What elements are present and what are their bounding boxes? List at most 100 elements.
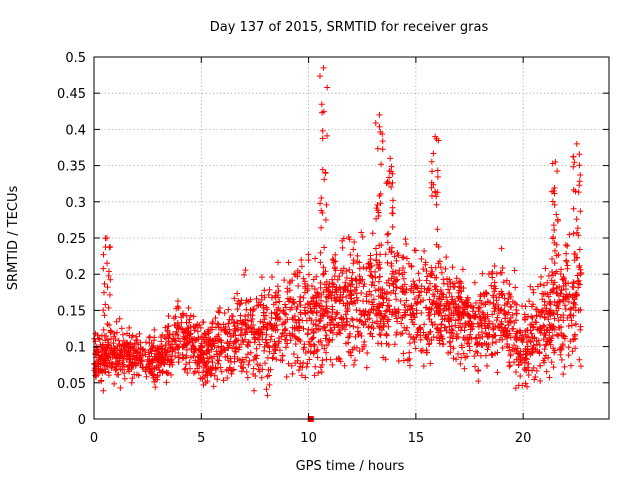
data-point — [425, 309, 432, 316]
data-point — [557, 351, 564, 358]
data-point — [157, 354, 164, 361]
data-point — [430, 300, 437, 307]
data-point — [429, 321, 436, 328]
data-point — [478, 300, 485, 307]
data-point — [113, 318, 120, 325]
data-point — [247, 349, 254, 356]
data-point — [115, 360, 122, 367]
data-point — [536, 342, 543, 349]
data-point — [539, 307, 546, 314]
data-point — [417, 332, 424, 339]
data-point — [381, 320, 388, 327]
data-point — [378, 293, 385, 300]
data-point — [228, 333, 235, 340]
data-point — [524, 383, 531, 390]
data-point — [197, 342, 204, 349]
data-point — [552, 158, 559, 165]
data-point — [433, 305, 440, 312]
data-point — [300, 359, 307, 366]
data-point — [320, 271, 327, 278]
data-point — [524, 327, 531, 334]
data-point — [184, 332, 191, 339]
data-point — [242, 267, 249, 274]
data-point — [562, 306, 569, 313]
data-point — [401, 281, 408, 288]
data-point — [363, 364, 370, 371]
data-point — [159, 357, 166, 364]
data-point — [442, 265, 449, 272]
data-point — [443, 254, 450, 261]
data-point — [427, 360, 434, 367]
data-point — [298, 263, 305, 270]
data-point — [194, 365, 201, 372]
data-point — [426, 340, 433, 347]
data-point — [562, 280, 569, 287]
data-point — [104, 336, 111, 343]
data-point — [271, 338, 278, 345]
data-point — [497, 327, 504, 334]
data-point — [414, 329, 421, 336]
data-point — [485, 271, 492, 278]
data-point — [426, 306, 433, 313]
data-point — [279, 352, 286, 359]
data-point — [263, 339, 270, 346]
data-point — [359, 276, 366, 283]
data-point — [416, 292, 423, 299]
data-point — [482, 352, 489, 359]
data-point — [397, 331, 404, 338]
data-point — [231, 353, 238, 360]
data-point — [464, 303, 471, 310]
y-tick-label: 0.45 — [57, 87, 86, 102]
data-point — [283, 332, 290, 339]
data-point — [550, 345, 557, 352]
data-point — [183, 352, 190, 359]
data-point — [256, 341, 263, 348]
data-point — [573, 216, 580, 223]
data-point — [316, 302, 323, 309]
data-point — [137, 360, 144, 367]
data-point — [509, 346, 516, 353]
data-point — [276, 298, 283, 305]
data-point — [261, 316, 268, 323]
data-point — [401, 309, 408, 316]
data-point — [575, 189, 582, 196]
data-point — [383, 307, 390, 314]
data-point — [222, 329, 229, 336]
data-point — [422, 259, 429, 266]
data-point — [329, 329, 336, 336]
data-point — [106, 322, 113, 329]
data-point — [103, 333, 110, 340]
data-point — [304, 285, 311, 292]
data-point — [458, 314, 465, 321]
data-point — [249, 307, 256, 314]
data-point — [319, 311, 326, 318]
data-point — [433, 201, 440, 208]
data-point — [395, 358, 402, 364]
data-point — [417, 336, 424, 343]
data-point — [489, 351, 496, 358]
data-point — [386, 297, 393, 304]
data-point — [437, 264, 444, 271]
data-point — [354, 297, 361, 304]
data-point — [567, 312, 574, 319]
data-point — [458, 280, 465, 287]
data-point — [428, 192, 435, 199]
data-point — [518, 335, 525, 342]
data-point — [406, 331, 413, 338]
data-point — [100, 265, 107, 272]
data-point — [485, 341, 492, 348]
data-point — [569, 348, 576, 355]
data-point — [472, 311, 479, 318]
data-point — [101, 361, 108, 368]
data-point — [472, 299, 479, 306]
data-point — [121, 352, 128, 359]
data-point — [307, 308, 314, 315]
data-point — [570, 153, 577, 160]
data-point — [576, 246, 583, 253]
data-point — [522, 345, 529, 352]
data-point — [399, 314, 406, 321]
data-point — [204, 378, 211, 385]
data-point — [542, 265, 549, 272]
data-point — [428, 184, 435, 191]
